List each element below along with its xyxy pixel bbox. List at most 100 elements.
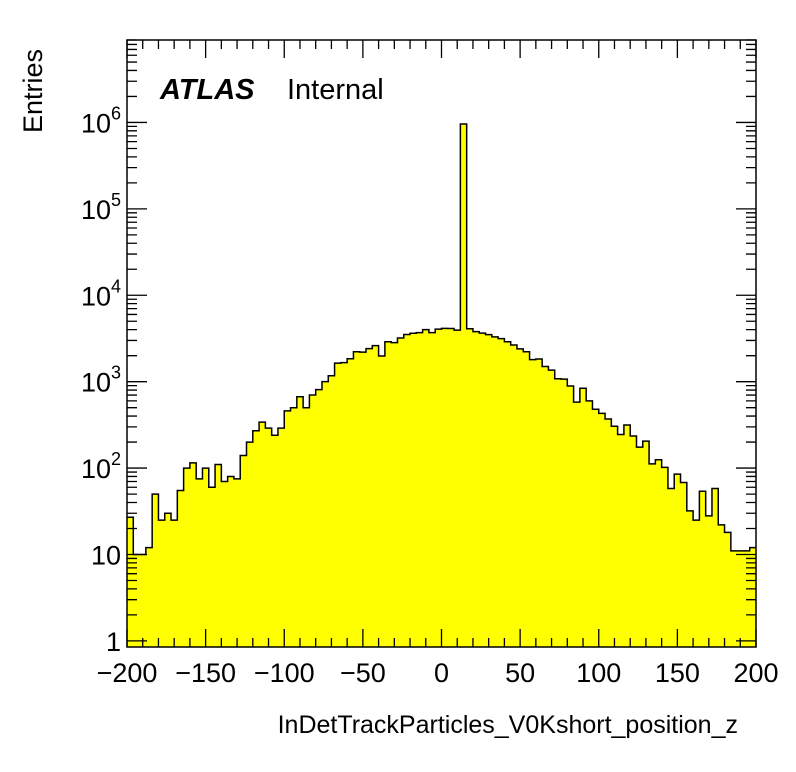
histogram-bin bbox=[667, 488, 675, 647]
histogram-bin bbox=[259, 422, 266, 647]
histogram-bin bbox=[466, 328, 474, 647]
y-tick-label: 1 bbox=[106, 627, 121, 657]
histogram-bin bbox=[353, 351, 361, 647]
x-tick-label: 0 bbox=[434, 658, 449, 688]
histogram-bin bbox=[485, 334, 493, 647]
x-tick-label: −100 bbox=[254, 658, 315, 688]
histogram-bin bbox=[208, 487, 216, 647]
internal-label: Internal bbox=[287, 74, 384, 106]
histogram-bin bbox=[422, 329, 430, 647]
y-tick-label: 10 bbox=[91, 540, 121, 570]
histogram-bin bbox=[523, 351, 530, 647]
y-axis-tick-labels: 1 10 102 103 104 105 106 bbox=[81, 103, 121, 656]
histogram-bin bbox=[598, 413, 606, 647]
histogram-bin bbox=[403, 334, 411, 647]
histogram-bin bbox=[617, 434, 625, 647]
histogram-bin bbox=[139, 554, 147, 647]
histogram-bin bbox=[233, 478, 241, 647]
histogram-bin bbox=[321, 381, 329, 647]
histogram-bin bbox=[347, 358, 354, 647]
y-tick-marks bbox=[127, 39, 756, 642]
histogram-bin bbox=[504, 341, 512, 647]
histogram-bin bbox=[189, 462, 197, 647]
histogram-bin bbox=[529, 359, 537, 647]
histogram-bin bbox=[737, 550, 744, 647]
histogram-bin bbox=[573, 402, 581, 647]
histogram-bin bbox=[372, 345, 379, 647]
histogram-bin bbox=[215, 464, 222, 647]
y-tick-label: 105 bbox=[81, 190, 121, 225]
histogram-bin bbox=[410, 333, 417, 647]
histogram-bin bbox=[164, 513, 172, 647]
x-tick-label: 100 bbox=[576, 658, 621, 688]
histogram-bin bbox=[472, 331, 480, 647]
histogram-bin bbox=[447, 328, 455, 647]
histogram-bin bbox=[177, 490, 185, 647]
x-tick-label: 150 bbox=[655, 658, 700, 688]
histogram-bin bbox=[611, 426, 619, 647]
histogram-bin bbox=[133, 554, 140, 647]
histogram-bin bbox=[630, 436, 637, 647]
histogram-bin bbox=[441, 328, 449, 647]
y-tick-label: 104 bbox=[81, 276, 121, 311]
histogram-bin bbox=[686, 510, 694, 647]
histogram-bin bbox=[378, 356, 386, 647]
histogram-bin bbox=[384, 341, 392, 647]
histogram-bin bbox=[328, 375, 335, 647]
y-tick-label: 106 bbox=[81, 103, 121, 138]
histogram-bin bbox=[303, 407, 310, 647]
x-tick-label: −150 bbox=[175, 658, 236, 688]
histogram-bin bbox=[277, 428, 285, 647]
histogram-bin bbox=[535, 358, 543, 647]
y-axis-label: Entries bbox=[18, 49, 48, 133]
y-tick-label: 102 bbox=[81, 449, 121, 484]
histogram-bin bbox=[334, 363, 342, 647]
histogram-bin bbox=[579, 388, 587, 647]
y-axis-ticks bbox=[127, 39, 756, 642]
histogram-bin bbox=[454, 330, 461, 647]
histogram-bin bbox=[548, 370, 556, 647]
histogram-bin bbox=[315, 389, 323, 647]
histogram-bin bbox=[145, 547, 153, 647]
histogram-bars bbox=[127, 123, 757, 647]
atlas-label: ATLAS bbox=[159, 74, 255, 106]
histogram-bin bbox=[366, 348, 373, 647]
histogram-bin bbox=[196, 478, 203, 647]
histogram-bin bbox=[498, 338, 505, 647]
histogram-bin bbox=[516, 348, 524, 647]
histogram-bin bbox=[479, 333, 486, 647]
histogram-bin bbox=[567, 386, 574, 647]
histogram-bin bbox=[284, 410, 291, 647]
histogram-bin bbox=[743, 550, 751, 647]
histogram-bin bbox=[693, 520, 700, 647]
histogram-bin bbox=[183, 468, 191, 647]
histogram-bin bbox=[246, 442, 254, 647]
histogram-bin bbox=[674, 474, 681, 647]
histogram-bin bbox=[227, 476, 235, 647]
histogram-bin bbox=[636, 447, 644, 647]
histogram-bin bbox=[428, 332, 436, 647]
y-tick-label: 103 bbox=[81, 363, 121, 398]
histogram-bin bbox=[730, 550, 738, 647]
histogram-bin bbox=[202, 468, 210, 647]
histogram-bin bbox=[296, 396, 304, 647]
histogram-bin bbox=[642, 441, 650, 647]
histogram-bin bbox=[586, 400, 593, 647]
histogram-bin bbox=[661, 467, 669, 647]
histogram-bin bbox=[680, 482, 688, 647]
histogram-bin bbox=[460, 123, 468, 647]
histogram-bin bbox=[491, 336, 499, 647]
x-tick-label: −200 bbox=[97, 658, 158, 688]
histogram-bin bbox=[655, 459, 663, 647]
histogram-bin bbox=[699, 491, 707, 647]
x-axis-label: InDetTrackParticles_V0Kshort_position_z bbox=[278, 711, 738, 739]
histogram-bin bbox=[718, 524, 725, 647]
histogram-bin bbox=[542, 366, 549, 647]
histogram-bin bbox=[416, 332, 424, 647]
x-tick-label: −50 bbox=[340, 658, 386, 688]
histogram-bin bbox=[623, 425, 631, 647]
histogram-bin bbox=[171, 520, 178, 647]
histogram-bin bbox=[649, 463, 656, 647]
histogram-bin bbox=[592, 409, 600, 647]
